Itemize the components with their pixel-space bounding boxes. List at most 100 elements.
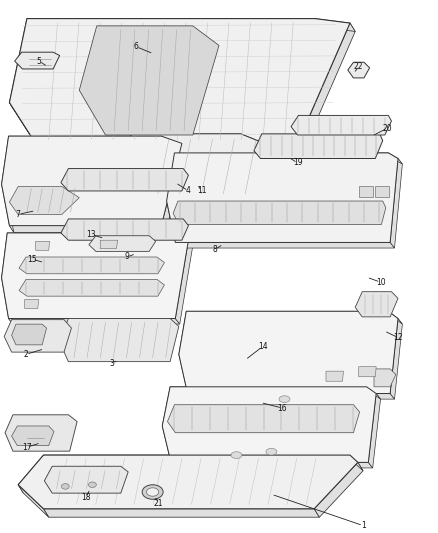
Polygon shape xyxy=(4,320,71,352)
Polygon shape xyxy=(173,201,386,224)
Polygon shape xyxy=(314,462,363,517)
Polygon shape xyxy=(10,102,41,152)
Polygon shape xyxy=(5,415,77,451)
Polygon shape xyxy=(35,143,303,152)
Polygon shape xyxy=(19,279,164,296)
Polygon shape xyxy=(25,300,39,309)
Polygon shape xyxy=(149,198,258,204)
Text: 14: 14 xyxy=(258,342,268,351)
Polygon shape xyxy=(61,219,188,240)
Polygon shape xyxy=(89,236,155,252)
Polygon shape xyxy=(2,136,13,191)
Polygon shape xyxy=(254,134,383,158)
Polygon shape xyxy=(12,426,54,446)
Polygon shape xyxy=(167,405,360,433)
Polygon shape xyxy=(2,233,12,283)
Polygon shape xyxy=(350,455,363,471)
Polygon shape xyxy=(18,455,358,509)
Ellipse shape xyxy=(231,452,242,458)
Polygon shape xyxy=(359,367,376,377)
Text: 7: 7 xyxy=(16,210,21,219)
Polygon shape xyxy=(2,136,182,225)
Polygon shape xyxy=(161,143,186,232)
Polygon shape xyxy=(166,201,180,248)
Polygon shape xyxy=(43,509,319,517)
Polygon shape xyxy=(61,168,188,191)
Polygon shape xyxy=(18,455,49,493)
Polygon shape xyxy=(18,484,49,517)
Polygon shape xyxy=(187,393,395,399)
Polygon shape xyxy=(162,387,376,462)
Polygon shape xyxy=(2,278,13,324)
Polygon shape xyxy=(132,134,245,141)
Polygon shape xyxy=(375,187,389,197)
Polygon shape xyxy=(60,319,179,361)
Text: 8: 8 xyxy=(212,245,217,254)
Text: 9: 9 xyxy=(125,253,130,262)
Polygon shape xyxy=(9,319,180,324)
Polygon shape xyxy=(179,354,192,399)
Text: 3: 3 xyxy=(110,359,114,368)
Polygon shape xyxy=(254,146,276,204)
Polygon shape xyxy=(162,387,174,432)
Polygon shape xyxy=(10,19,350,143)
Text: 18: 18 xyxy=(81,493,91,502)
Polygon shape xyxy=(19,257,164,274)
Polygon shape xyxy=(374,369,396,387)
Polygon shape xyxy=(9,136,166,143)
Ellipse shape xyxy=(266,448,277,455)
Polygon shape xyxy=(315,19,355,31)
Polygon shape xyxy=(175,243,395,248)
Ellipse shape xyxy=(147,488,159,496)
Ellipse shape xyxy=(279,396,290,402)
Polygon shape xyxy=(186,311,393,317)
Text: 13: 13 xyxy=(87,230,96,239)
Polygon shape xyxy=(114,134,136,187)
Ellipse shape xyxy=(88,482,96,488)
Polygon shape xyxy=(7,233,179,239)
Text: 12: 12 xyxy=(393,333,403,342)
Polygon shape xyxy=(43,455,355,464)
Polygon shape xyxy=(355,292,398,317)
Polygon shape xyxy=(161,136,186,150)
Polygon shape xyxy=(114,134,272,198)
Polygon shape xyxy=(390,158,403,248)
Text: 17: 17 xyxy=(22,443,32,452)
Polygon shape xyxy=(171,462,373,468)
Text: 2: 2 xyxy=(24,350,28,359)
Polygon shape xyxy=(179,311,191,360)
Polygon shape xyxy=(241,134,276,153)
Polygon shape xyxy=(12,324,46,345)
Polygon shape xyxy=(100,240,118,248)
Polygon shape xyxy=(10,187,79,214)
Ellipse shape xyxy=(142,484,163,499)
Polygon shape xyxy=(390,319,403,399)
Polygon shape xyxy=(170,387,371,392)
Text: 5: 5 xyxy=(37,56,42,66)
Text: 16: 16 xyxy=(278,403,287,413)
Polygon shape xyxy=(389,153,403,164)
Polygon shape xyxy=(14,52,60,69)
Text: 19: 19 xyxy=(293,158,302,167)
Polygon shape xyxy=(179,311,398,393)
Text: 4: 4 xyxy=(186,187,191,196)
Polygon shape xyxy=(35,241,49,251)
Text: 15: 15 xyxy=(27,255,37,264)
Text: 11: 11 xyxy=(197,187,206,196)
Text: 21: 21 xyxy=(154,499,163,508)
Polygon shape xyxy=(368,393,381,468)
Text: 6: 6 xyxy=(134,42,138,51)
Polygon shape xyxy=(2,184,14,232)
Polygon shape xyxy=(79,26,219,135)
Polygon shape xyxy=(348,62,370,78)
Polygon shape xyxy=(297,23,355,152)
Polygon shape xyxy=(162,426,175,468)
Polygon shape xyxy=(367,387,381,399)
Polygon shape xyxy=(114,180,153,204)
Polygon shape xyxy=(389,311,403,324)
Text: 1: 1 xyxy=(361,521,365,530)
Text: 20: 20 xyxy=(382,124,392,133)
Ellipse shape xyxy=(61,483,69,489)
Polygon shape xyxy=(166,153,179,207)
Polygon shape xyxy=(2,233,188,319)
